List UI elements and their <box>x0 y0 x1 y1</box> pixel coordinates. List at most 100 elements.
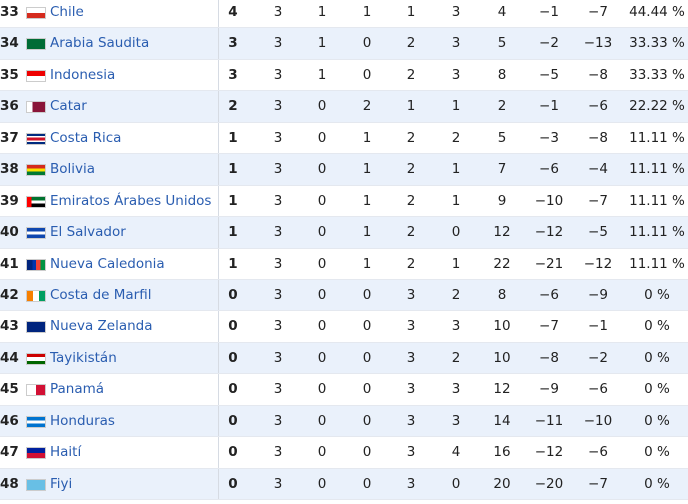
team-link[interactable]: Haití <box>50 444 82 461</box>
column-separator <box>218 468 219 499</box>
stat: −7 <box>588 475 608 492</box>
rank: 48 <box>0 475 19 492</box>
table-row: 40 El Salvador 1 3 0 1 2 0 12 −12 −5 11.11 % <box>0 217 688 249</box>
table-row: 44 Tayikistán 0 3 0 0 3 2 10 −8 −2 0 % <box>0 342 688 375</box>
stat: 0 <box>317 444 327 461</box>
stat: −7 <box>539 318 559 335</box>
stat: −6 <box>588 444 608 461</box>
stat: 1 <box>451 161 461 178</box>
stat: −3 <box>539 129 559 146</box>
rank: 34 <box>0 35 19 52</box>
column-separator <box>218 154 219 185</box>
stat: 4 <box>451 444 461 461</box>
stat: 10 <box>493 318 511 335</box>
points: 3 <box>228 35 238 52</box>
team-link[interactable]: Nueva Caledonia <box>50 255 165 272</box>
team-link[interactable]: Arabia Saudita <box>50 35 150 52</box>
stat: 0 <box>317 161 327 178</box>
stat: −1 <box>539 4 559 20</box>
rank: 40 <box>0 224 19 241</box>
team-link[interactable]: El Salvador <box>50 224 126 241</box>
column-separator <box>218 91 219 122</box>
rank: 45 <box>0 381 19 398</box>
team-link[interactable]: Bolivia <box>50 161 96 178</box>
stat: 11.11 % <box>629 224 685 241</box>
column-separator <box>218 311 219 342</box>
flag-icon <box>26 132 46 145</box>
stat: −5 <box>539 66 559 83</box>
team-link[interactable]: Fiyi <box>50 475 73 492</box>
stat: −9 <box>588 286 608 303</box>
stat: 1 <box>406 4 416 20</box>
points: 0 <box>228 349 238 366</box>
stat: −4 <box>588 161 608 178</box>
stat: 3 <box>273 66 283 83</box>
stat: 0 <box>317 224 327 241</box>
flag-icon <box>26 415 46 428</box>
flag-icon <box>26 101 46 114</box>
stat: 0 <box>362 66 372 83</box>
team-link[interactable]: Honduras <box>50 412 115 429</box>
stat: 2 <box>497 98 507 115</box>
stat: 0 <box>362 412 372 429</box>
stat: 1 <box>451 255 461 272</box>
column-separator <box>218 405 219 437</box>
stat: 3 <box>406 349 416 366</box>
rank: 47 <box>0 444 19 461</box>
stat: 0 <box>362 349 372 366</box>
team-link[interactable]: Emiratos Árabes Unidos <box>50 192 212 209</box>
stat: 0 <box>362 381 372 398</box>
stat: 1 <box>362 255 372 272</box>
points: 1 <box>228 161 238 178</box>
team-link[interactable]: Catar <box>50 98 87 115</box>
team-link[interactable]: Indonesia <box>50 66 116 83</box>
stat: 11.11 % <box>629 161 685 178</box>
stat: 0 <box>317 255 327 272</box>
team-link[interactable]: Chile <box>50 4 84 20</box>
team-link[interactable]: Panamá <box>50 381 105 398</box>
stat: 12 <box>493 381 511 398</box>
stat: −8 <box>588 129 608 146</box>
table-row: 39 Emiratos Árabes Unidos 1 3 0 1 2 1 9 −10 −7 11.1… <box>0 185 688 218</box>
points: 1 <box>228 224 238 241</box>
points: 0 <box>228 381 238 398</box>
table-row: 45 Panamá 0 3 0 0 3 3 12 −9 −6 0 % <box>0 374 688 406</box>
stat: −13 <box>583 35 613 52</box>
stat: 1 <box>451 192 461 209</box>
stat: 12 <box>493 224 511 241</box>
flag-icon <box>26 447 46 460</box>
stat: 0 <box>317 192 327 209</box>
stat: 10 <box>493 349 511 366</box>
flag-icon <box>26 195 46 208</box>
stat: 3 <box>451 35 461 52</box>
flag-icon <box>26 384 46 397</box>
stat: 3 <box>273 129 283 146</box>
rank: 35 <box>0 66 19 83</box>
stat: 9 <box>497 192 507 209</box>
stat: 1 <box>406 98 416 115</box>
team-link[interactable]: Nueva Zelanda <box>50 318 153 335</box>
team-link[interactable]: Costa Rica <box>50 129 122 146</box>
flag-icon <box>26 289 46 302</box>
rank: 44 <box>0 349 19 366</box>
table-row: 34 Arabia Saudita 3 3 1 0 2 3 5 −2 −13 33.33 % <box>0 28 688 60</box>
column-separator <box>218 279 219 311</box>
column-separator <box>218 342 219 374</box>
stat: 2 <box>451 349 461 366</box>
stat: 2 <box>362 98 372 115</box>
stat: 3 <box>406 318 416 335</box>
rank: 37 <box>0 129 19 146</box>
stat: 20 <box>493 475 511 492</box>
stat: 3 <box>273 255 283 272</box>
points: 1 <box>228 192 238 209</box>
stat: 3 <box>273 444 283 461</box>
stat: 0 <box>362 318 372 335</box>
table-row: 43 Nueva Zelanda 0 3 0 0 3 3 10 −7 −1 0 % <box>0 311 688 343</box>
team-link[interactable]: Tayikistán <box>50 349 117 366</box>
stat: −11 <box>534 412 564 429</box>
stat: 3 <box>406 444 416 461</box>
points: 0 <box>228 475 238 492</box>
team-link[interactable]: Costa de Marfil <box>50 286 152 303</box>
stat: 7 <box>497 161 507 178</box>
